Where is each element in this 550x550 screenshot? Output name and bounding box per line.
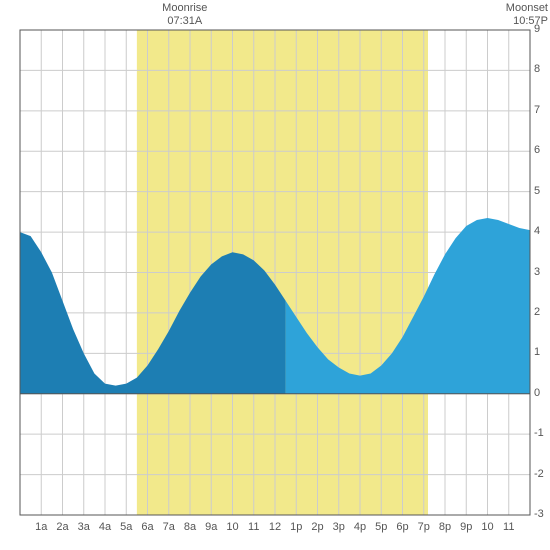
moonrise-title: Moonrise [155, 2, 215, 15]
x-tick-label: 10 [481, 521, 493, 533]
x-tick-label: 3a [78, 521, 90, 533]
x-tick-label: 12 [269, 521, 281, 533]
x-tick-label: 10 [226, 521, 238, 533]
y-tick-label: 0 [534, 387, 540, 399]
x-tick-label: 5p [375, 521, 387, 533]
x-tick-label: 9p [460, 521, 472, 533]
y-tick-label: 9 [534, 23, 540, 35]
y-tick-label: 5 [534, 185, 540, 197]
x-tick-label: 3p [333, 521, 345, 533]
y-tick-label: 3 [534, 266, 540, 278]
x-tick-label: 6p [396, 521, 408, 533]
y-tick-label: 7 [534, 104, 540, 116]
y-tick-label: 2 [534, 306, 540, 318]
moonrise-time: 07:31A [155, 15, 215, 28]
moonset-time: 10:57P [506, 15, 548, 28]
x-tick-label: 2a [56, 521, 68, 533]
x-tick-label: 8a [184, 521, 196, 533]
x-tick-label: 4p [354, 521, 366, 533]
x-tick-label: 5a [120, 521, 132, 533]
y-tick-label: -3 [534, 508, 544, 520]
x-tick-label: 2p [311, 521, 323, 533]
x-tick-label: 4a [99, 521, 111, 533]
moonrise-label: Moonrise 07:31A [155, 2, 215, 28]
x-tick-label: 9a [205, 521, 217, 533]
x-tick-label: 1a [35, 521, 47, 533]
y-tick-label: 8 [534, 63, 540, 75]
y-tick-label: -2 [534, 468, 544, 480]
tide-chart: Moonrise 07:31A Moonset 10:57P -3-2-1012… [0, 0, 550, 550]
moonset-title: Moonset [506, 2, 548, 15]
x-tick-label: 11 [503, 521, 514, 533]
x-tick-label: 6a [141, 521, 153, 533]
x-tick-label: 11 [248, 521, 259, 533]
moonset-label: Moonset 10:57P [506, 2, 548, 28]
x-tick-label: 7a [163, 521, 175, 533]
y-tick-label: 1 [534, 346, 540, 358]
y-tick-label: 6 [534, 144, 540, 156]
x-tick-label: 8p [439, 521, 451, 533]
y-tick-label: 4 [534, 225, 540, 237]
y-tick-label: -1 [534, 427, 544, 439]
x-tick-label: 1p [290, 521, 302, 533]
x-tick-label: 7p [418, 521, 430, 533]
chart-svg [0, 0, 550, 550]
